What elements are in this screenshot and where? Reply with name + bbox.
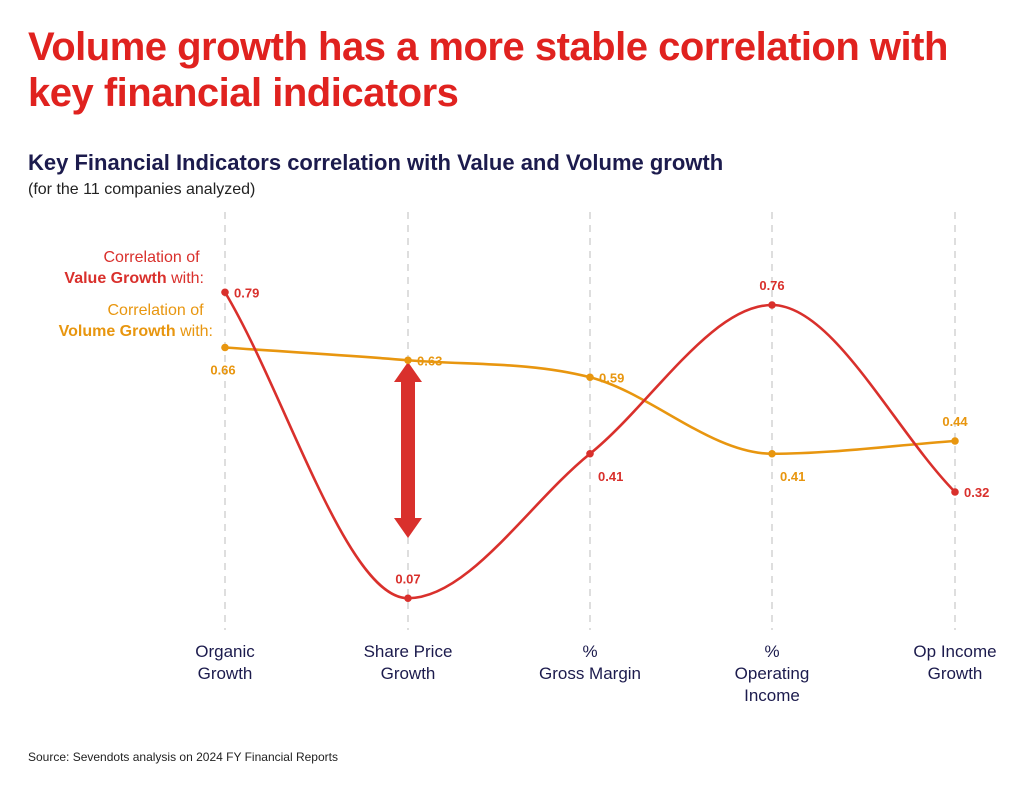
data-labels: 0.66 0.63 0.59 0.41 0.44 0.79 0.07 0.41 0.76 0.32 — [210, 278, 989, 586]
value-point — [951, 488, 959, 496]
arrow-head-down — [394, 518, 422, 538]
category-label: Op Income Growth — [913, 642, 996, 683]
headline: Volume growth has a more stable correlat… — [28, 25, 948, 115]
volume-data-label: 0.59 — [599, 370, 624, 385]
value-data-label: 0.79 — [234, 285, 259, 300]
gridlines — [224, 212, 956, 630]
value-point — [768, 301, 776, 309]
volume-data-label: 0.41 — [780, 469, 805, 484]
category-label: Share Price Growth — [364, 642, 453, 683]
volume-data-label: 0.44 — [942, 414, 968, 429]
volume-data-label: 0.66 — [210, 363, 235, 378]
chart-note: (for the 11 companies analyzed) — [28, 181, 256, 198]
category-label: Organic Growth — [195, 642, 255, 683]
value-data-label: 0.07 — [395, 571, 420, 586]
category-label: % Gross Margin — [539, 642, 641, 683]
value-data-label: 0.76 — [759, 278, 784, 293]
volume-point — [951, 437, 959, 445]
value-point — [586, 449, 594, 458]
source-note: Source: Sevendots analysis on 2024 FY Fi… — [28, 750, 338, 764]
legend: Correlation of Value Growth with: Correl… — [59, 249, 213, 340]
category-labels: Organic Growth Share Price Growth % Gross Mar… — [195, 642, 996, 705]
value-point — [221, 288, 229, 297]
volume-data-label: 0.63 — [417, 353, 442, 368]
value-data-label: 0.41 — [598, 469, 623, 484]
volume-point — [586, 373, 594, 382]
volume-point — [404, 356, 412, 365]
series-points — [221, 288, 959, 603]
difference-arrow — [394, 362, 422, 538]
value-data-label: 0.32 — [964, 485, 989, 500]
legend-value: Correlation of Value Growth with: — [64, 249, 204, 287]
value-growth-line — [223, 290, 957, 600]
volume-point — [768, 449, 776, 458]
legend-volume: Correlation of Volume Growth with: — [59, 302, 213, 340]
volume-point — [221, 343, 229, 352]
source-text: Sevendots analysis on 2024 FY Financial … — [72, 750, 338, 764]
chart-subtitle: Key Financial Indicators correlation wit… — [28, 150, 724, 175]
value-point — [404, 594, 412, 603]
arrow-shaft — [401, 378, 415, 524]
arrow-head-up — [394, 362, 422, 382]
category-label: % Operating Income — [735, 642, 810, 705]
